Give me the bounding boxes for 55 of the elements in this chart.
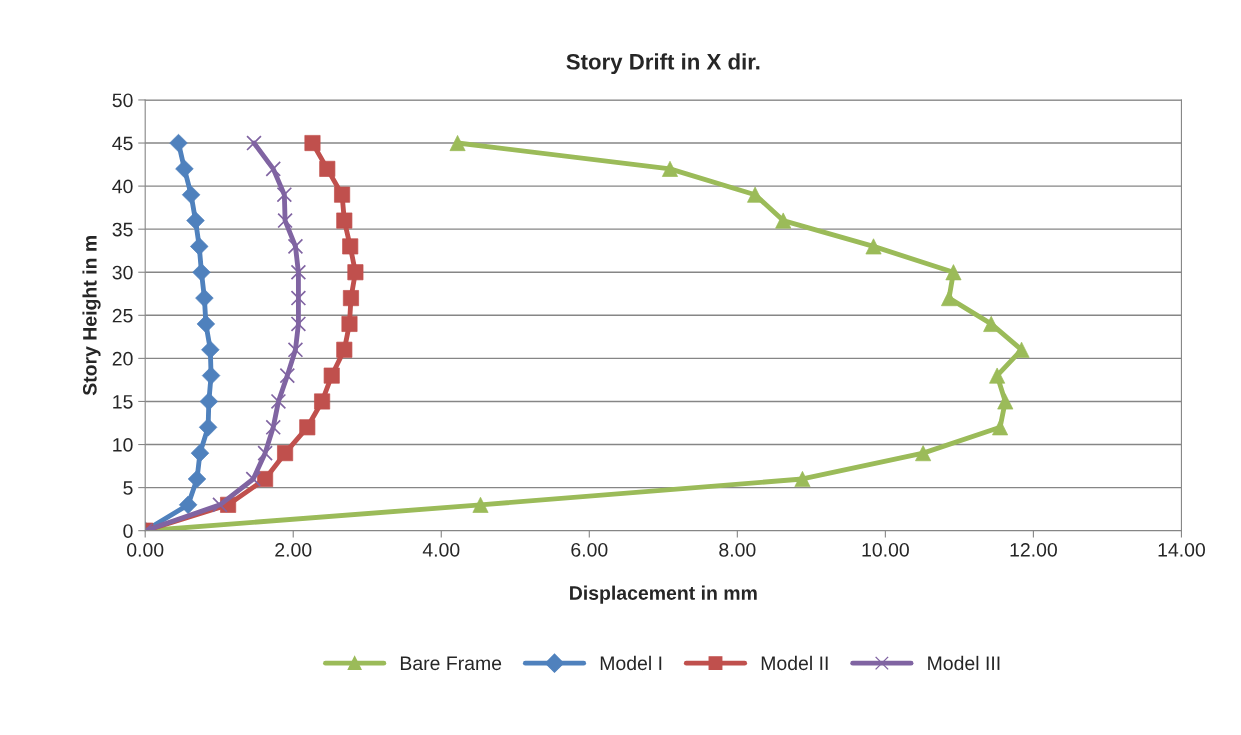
x-tick-label: 2.00 [275, 542, 312, 557]
x-tick-label: 10.00 [862, 542, 909, 557]
x-tick-label: 4.00 [422, 542, 460, 557]
point [319, 160, 336, 177]
y-tick-label: 30 [112, 265, 133, 280]
point [287, 341, 304, 358]
point [199, 392, 219, 411]
point [287, 238, 304, 255]
point [245, 471, 262, 487]
point [265, 161, 282, 177]
y-tick-label: 50 [112, 93, 133, 108]
point [270, 393, 287, 410]
point [290, 264, 307, 281]
point [775, 212, 792, 229]
point [257, 445, 273, 461]
legend-label: Model III [928, 655, 1000, 671]
x-tick-label: 0.00 [127, 542, 164, 557]
x-axis-title: Displacement in mm [570, 585, 757, 604]
y-tick-label: 35 [112, 222, 133, 237]
x-tick-label: 14.00 [1158, 542, 1205, 557]
point [276, 186, 293, 203]
point [246, 135, 262, 151]
x-tick-label: 6.00 [571, 542, 608, 557]
y-tick-label: 5 [123, 481, 133, 495]
point [661, 160, 678, 177]
point [915, 445, 932, 462]
y-tick-label: 45 [112, 136, 133, 151]
point [195, 288, 214, 308]
legend-label: Bare Frame [400, 656, 502, 671]
point [997, 393, 1014, 410]
y-axis-title: Story Height in m [82, 236, 101, 396]
y-tick-label: 10 [113, 438, 133, 452]
point [304, 135, 321, 152]
point [277, 445, 294, 462]
point [794, 471, 811, 487]
y-tick-label: 15 [113, 395, 133, 409]
y-tick-label: 20 [112, 351, 133, 366]
chart-title: Story Drift in X dir. [566, 53, 760, 75]
legend-label: Model I [600, 655, 662, 671]
point [342, 290, 359, 307]
point [212, 497, 228, 513]
y-tick-label: 25 [112, 308, 133, 323]
y-tick-label: 40 [112, 179, 133, 194]
point [290, 316, 307, 332]
x-tick-label: 12.00 [1010, 542, 1057, 557]
legend-label: Model II [761, 655, 828, 671]
point [290, 290, 307, 306]
point [175, 159, 194, 179]
point [341, 315, 358, 332]
point [265, 419, 282, 436]
point [277, 212, 293, 229]
point [279, 367, 296, 384]
x-tick-label: 8.00 [719, 542, 756, 557]
point [992, 419, 1009, 436]
y-tick-label: 0 [123, 524, 133, 538]
